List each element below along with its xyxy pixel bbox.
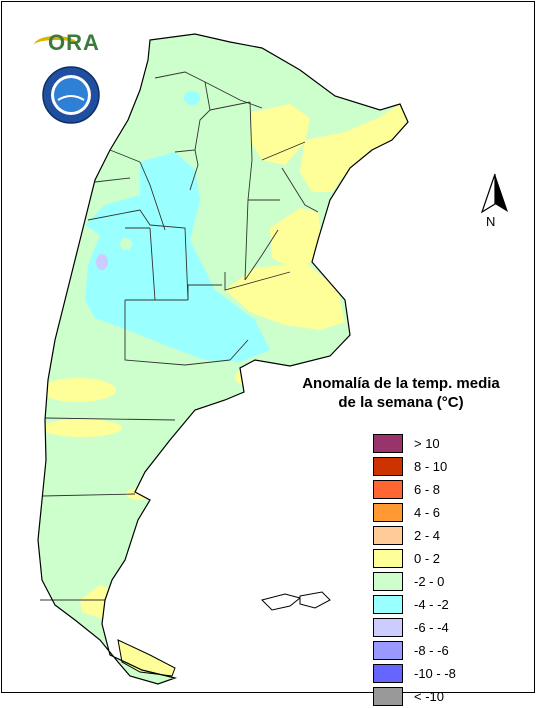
legend-item: 2 - 4 xyxy=(373,524,520,547)
zone-warm-chaco xyxy=(250,104,310,165)
legend-swatch xyxy=(373,572,403,591)
legend-label: < -10 xyxy=(414,689,444,704)
legend-swatch xyxy=(373,641,403,660)
zone-warm-mesopotamia xyxy=(300,104,408,192)
legend-label: 6 - 8 xyxy=(414,482,441,497)
legend-item: -8 - -6 xyxy=(373,639,520,662)
legend-swatch xyxy=(373,664,403,683)
legend-item: -2 - 0 xyxy=(373,570,520,593)
legend-swatch xyxy=(373,526,403,545)
legend-label: > 10 xyxy=(414,436,440,451)
legend-swatch xyxy=(373,434,403,453)
legend-item: -6 - -4 xyxy=(373,616,520,639)
legend-label: 2 - 4 xyxy=(414,528,441,543)
legend-label: -4 - -2 xyxy=(414,597,449,612)
islas-malvinas-west xyxy=(261,593,302,611)
legend-label: 4 - 6 xyxy=(414,505,441,520)
legend-swatch xyxy=(373,595,403,614)
legend-label: -10 - -8 xyxy=(414,666,456,681)
legend-item: 6 - 8 xyxy=(373,478,520,501)
islas-malvinas-east xyxy=(299,591,331,609)
zone-cold-patch xyxy=(96,254,108,270)
smn-logo xyxy=(42,66,100,124)
legend-list: > 10 8 - 10 6 - 8 4 - 6 2 - 4 0 - 2 -2 - 0 -4 -… xyxy=(373,432,520,708)
legend-item: 4 - 6 xyxy=(373,501,520,524)
anomaly-fill xyxy=(40,91,408,618)
legend-label: 8 - 10 xyxy=(414,459,448,474)
legend-swatch xyxy=(373,618,403,637)
legend-swatch xyxy=(373,549,403,568)
zone-cool-north xyxy=(184,91,200,105)
tierra-del-fuego xyxy=(117,639,176,677)
zone-warm-rionegro xyxy=(42,419,122,437)
legend-title-line-1: Anomalía de la temp. media xyxy=(302,375,500,392)
zone-warm-coast xyxy=(235,369,255,385)
zone-warm-buenos-aires xyxy=(225,262,345,330)
zone-warm-neuquen xyxy=(40,378,116,402)
legend: Anomalía de la temp. media de la semana … xyxy=(282,374,520,708)
legend-item: < -10 xyxy=(373,685,520,708)
north-arrow-icon xyxy=(480,173,508,214)
zone-cool-central xyxy=(85,152,270,362)
ora-swoosh-icon xyxy=(34,36,78,54)
ora-logo: ORA xyxy=(34,26,104,60)
north-label: N xyxy=(486,214,496,229)
legend-item: > 10 xyxy=(373,432,520,455)
legend-swatch xyxy=(373,503,403,522)
legend-swatch xyxy=(373,480,403,499)
legend-item: -4 - -2 xyxy=(373,593,520,616)
zone-warm-santa-fe xyxy=(270,208,322,268)
legend-title-line-2: de la semana (°C) xyxy=(338,394,464,411)
legend-swatch xyxy=(373,457,403,476)
province-borders xyxy=(40,71,319,601)
zone-neutral-patch xyxy=(120,238,132,250)
legend-label: 0 - 2 xyxy=(414,551,441,566)
legend-label: -6 - -4 xyxy=(414,620,449,635)
ora-logo-text: ORA xyxy=(48,30,100,55)
legend-label: -8 - -6 xyxy=(414,643,449,658)
legend-swatch xyxy=(373,687,403,706)
legend-item: 0 - 2 xyxy=(373,547,520,570)
legend-label: -2 - 0 xyxy=(414,574,445,589)
legend-item: 8 - 10 xyxy=(373,455,520,478)
legend-item: -10 - -8 xyxy=(373,662,520,685)
